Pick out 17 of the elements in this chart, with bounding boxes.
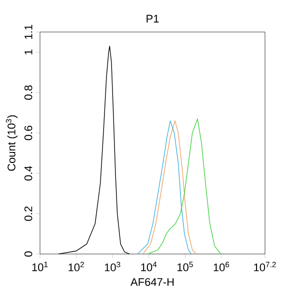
x-tick-label: 10$^{1}$ [32, 262, 48, 272]
y-tick-label: 1.1 [24, 24, 32, 39]
x-tick-label: 10$^{6}$ [214, 262, 230, 272]
x-tick-label: 10$^{3}$ [104, 262, 120, 272]
y-tick-label: 0.2 [24, 206, 32, 221]
x-tick-label: 10$^{5}$ [177, 262, 193, 272]
x-tick-label: 10$^{2}$ [68, 262, 84, 272]
y-tick-label: 0.4 [24, 166, 32, 180]
x-tick-label: 10$^{4}$ [141, 262, 157, 272]
y-tick-label: 1 [24, 50, 32, 54]
x-axis-title: AF647-H [130, 278, 174, 286]
y-tick-label: 0.6 [24, 126, 32, 140]
y-tick-label: 0 [24, 251, 32, 257]
chart-title: P1 [146, 14, 159, 22]
y-tick-label: 0.8 [24, 85, 32, 100]
y-axis-title: Count (10$^{3}$) [6, 115, 18, 171]
x-tick-label: 10$^{7.2}$ [254, 262, 276, 272]
